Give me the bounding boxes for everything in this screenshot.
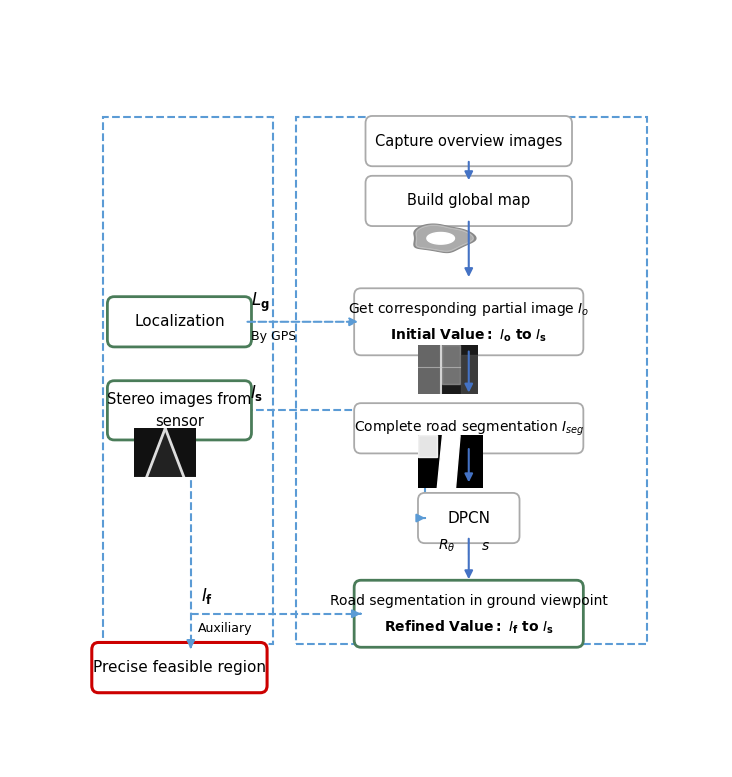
Text: $\mathbf{Initial\ Value:\ \mathit{I}_{o}\ to\ \mathit{I}_{s}}$: $\mathbf{Initial\ Value:\ \mathit{I}_{o}… [390,326,548,343]
Text: Localization: Localization [134,314,225,329]
Text: $\mathbf{\mathit{I}_{f}}$: $\mathbf{\mathit{I}_{f}}$ [201,586,213,606]
FancyBboxPatch shape [354,580,583,647]
FancyBboxPatch shape [365,176,572,226]
Text: $\mathbf{Refined\ Value:\ \mathit{I}_{f}\ to\ \mathit{I}_{s}}$: $\mathbf{Refined\ Value:\ \mathit{I}_{f}… [384,618,553,636]
FancyBboxPatch shape [92,643,267,693]
Text: DPCN: DPCN [447,510,490,525]
Text: Capture overview images: Capture overview images [375,134,562,148]
Text: sensor: sensor [155,413,204,429]
Text: $s$: $s$ [482,538,490,552]
FancyBboxPatch shape [108,297,252,347]
Bar [296,117,648,643]
FancyBboxPatch shape [108,381,252,440]
FancyBboxPatch shape [418,493,520,543]
Text: Precise feasible region: Precise feasible region [93,660,266,675]
Text: $\mathbf{\mathit{L}_{g}}$: $\mathbf{\mathit{L}_{g}}$ [252,291,270,314]
Text: $\mathbf{\mathit{I}_{s}}$: $\mathbf{\mathit{I}_{s}}$ [250,382,264,402]
Text: $R_{\theta}$: $R_{\theta}$ [438,538,456,554]
Text: Road segmentation in ground viewpoint: Road segmentation in ground viewpoint [330,594,608,608]
FancyBboxPatch shape [354,288,583,355]
Text: Complete road segmentation $\mathit{I}_{seg}$: Complete road segmentation $\mathit{I}_{… [354,419,584,438]
Text: Auxiliary: Auxiliary [198,622,252,635]
Text: Get corresponding partial image $\mathit{I}_{o}$: Get corresponding partial image $\mathit… [348,300,589,318]
Bar [102,117,273,643]
Text: Stereo images from: Stereo images from [108,392,252,407]
Text: Build global map: Build global map [407,193,530,208]
Text: By GPS: By GPS [252,329,296,343]
FancyBboxPatch shape [354,403,583,454]
FancyBboxPatch shape [365,116,572,166]
